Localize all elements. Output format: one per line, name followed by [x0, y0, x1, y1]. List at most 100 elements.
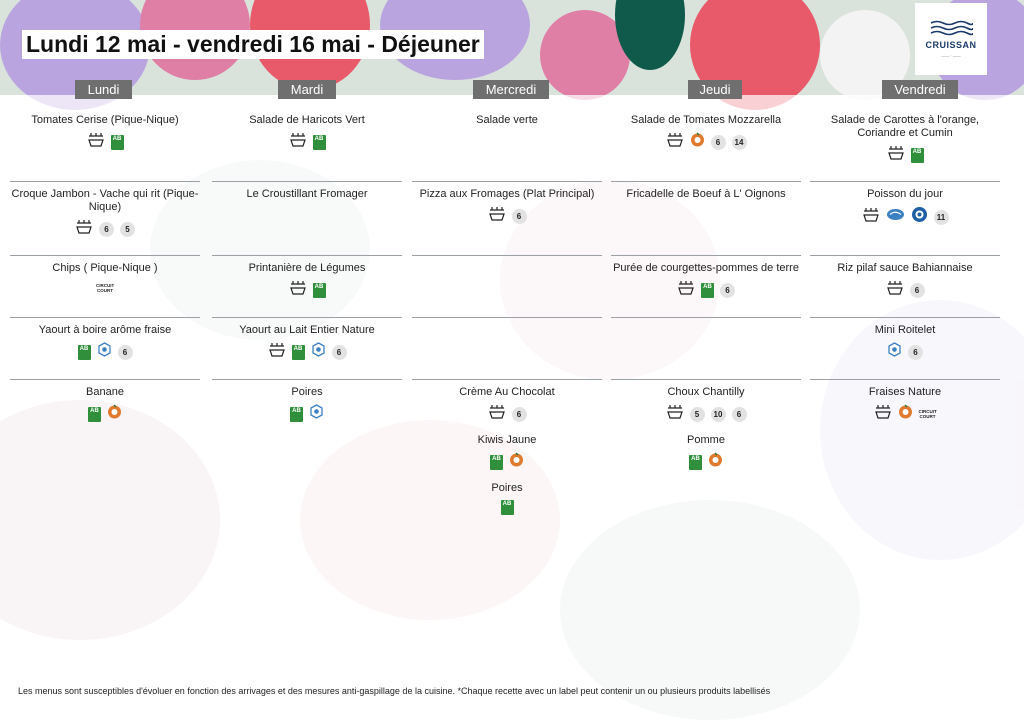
- circuit-court-icon: CIRCUIT COURT: [96, 282, 115, 293]
- row-separator: [412, 255, 602, 256]
- commerce-equitable-icon: [708, 452, 723, 472]
- menu-row: Poisson du jour 11: [810, 188, 1000, 228]
- allergen-badge: 6: [720, 282, 735, 298]
- ab-bio-icon: AB: [689, 454, 702, 470]
- dish-labels: AB: [611, 452, 801, 472]
- dish-labels: AB 6: [10, 342, 200, 362]
- menu-row: Croque Jambon - Vache qui rit (Pique-Niq…: [10, 188, 200, 239]
- fait-maison-icon: [75, 219, 93, 239]
- row-separator: [611, 317, 801, 318]
- dish-item: Pomme AB: [611, 434, 801, 472]
- fait-maison-icon: [87, 132, 105, 152]
- dish-item: Yaourt à boire arôme fraise AB 6: [10, 324, 200, 362]
- menu-row: Pizza aux Fromages (Plat Principal) 6: [412, 188, 602, 226]
- dish-item: Fraises Nature CIRCUIT COURT: [810, 386, 1000, 424]
- dish-labels: 5 10 6: [611, 404, 801, 424]
- dish-item: Tomates Cerise (Pique-Nique) AB: [10, 114, 200, 152]
- allergen-badge: 14: [731, 134, 747, 150]
- commerce-equitable-icon: [898, 404, 913, 424]
- row-separator: [611, 379, 801, 380]
- ab-bio-icon: AB: [910, 147, 924, 163]
- dish-name: Fraises Nature: [868, 386, 942, 398]
- dish-name: Croque Jambon - Vache qui rit (Pique-Niq…: [11, 188, 199, 213]
- day-tab-mercredi: Mercredi: [473, 80, 549, 99]
- dish-labels: AB: [212, 280, 402, 300]
- commerce-equitable-icon: [690, 132, 705, 152]
- row-separator: [10, 379, 200, 380]
- allergen-badge: 6: [731, 406, 747, 422]
- dish-labels: 6: [412, 206, 602, 226]
- dish-name: Yaourt à boire arôme fraise: [38, 324, 172, 336]
- row-separator: [10, 317, 200, 318]
- dish-labels: AB: [412, 500, 602, 515]
- ab-bio-icon: AB: [110, 134, 124, 150]
- day-tab-lundi: Lundi: [75, 80, 132, 99]
- dish-name: Crème Au Chocolat: [459, 386, 555, 398]
- menu-row: Yaourt à boire arôme fraise AB 6: [10, 324, 200, 362]
- row-separator: [412, 317, 602, 318]
- allergen-badge: 6: [117, 344, 133, 360]
- menu-row: Poires AB: [212, 386, 402, 424]
- dish-name: Salade de Haricots Vert: [249, 114, 365, 126]
- dish-item: Poires AB: [212, 386, 402, 424]
- ab-bio-icon: AB: [490, 454, 503, 470]
- cruissan-logo: CRUISSAN —— · ——: [915, 3, 987, 75]
- row-separator: [212, 181, 402, 182]
- row-separator: [212, 317, 402, 318]
- ab-bio-icon: AB: [291, 344, 305, 360]
- logo-sub-mark: —— · ——: [941, 53, 961, 58]
- row-separator: [810, 379, 1000, 380]
- dish-labels: 11: [810, 206, 1000, 228]
- fait-maison-icon: [666, 404, 684, 424]
- dish-item: Croque Jambon - Vache qui rit (Pique-Niq…: [10, 188, 200, 239]
- dish-labels: AB: [212, 404, 402, 424]
- ab-bio-icon: AB: [701, 282, 714, 298]
- menu-row: Salade de Haricots Vert AB: [212, 114, 402, 152]
- dish-labels: AB: [212, 132, 402, 152]
- dish-labels: 6: [810, 342, 1000, 362]
- allergen-badge: 6: [710, 134, 726, 150]
- msc-icon: [911, 206, 928, 228]
- dish-item: Choux Chantilly 5 10 6: [611, 386, 801, 424]
- dish-item: Banane AB: [10, 386, 200, 424]
- dish-name: Le Croustillant Fromager: [246, 188, 368, 200]
- allergen-badge: 5: [120, 221, 135, 237]
- dish-item: Salade de Haricots Vert AB: [212, 114, 402, 152]
- dish-name: Salade de Carottes à l'orange, Coriandre…: [830, 114, 980, 139]
- dish-name: Riz pilaf sauce Bahiannaise: [837, 262, 973, 274]
- allergen-badge: 6: [99, 221, 114, 237]
- dish-name: Mini Roitelet: [874, 324, 936, 336]
- dish-item: Yaourt au Lait Entier Nature AB 6: [212, 324, 402, 362]
- dish-item: Kiwis Jaune AB: [412, 434, 602, 472]
- dish-labels: 6 14: [611, 132, 801, 152]
- ab-bio-icon: AB: [77, 344, 91, 360]
- allergen-badge: 11: [933, 209, 949, 225]
- ab-bio-icon: AB: [500, 500, 514, 515]
- allergen-badge: 6: [511, 208, 527, 224]
- dish-labels: CIRCUIT COURT: [10, 280, 200, 295]
- fait-maison-icon: [666, 132, 684, 152]
- dish-name: Poisson du jour: [867, 188, 943, 200]
- row-separator: [10, 255, 200, 256]
- day-column: Salade de Tomates Mozzarella 6 14 Fricadell…: [611, 114, 801, 574]
- allergen-badge: 6: [511, 406, 527, 422]
- dish-name: Pomme: [687, 434, 725, 446]
- day-tab-mardi: Mardi: [278, 80, 336, 99]
- day-tab-jeudi: Jeudi: [688, 80, 742, 99]
- row-separator: [412, 379, 602, 380]
- menu-row: Banane AB: [10, 386, 200, 424]
- dish-item: Salade de Carottes à l'orange, Coriandre…: [810, 114, 1000, 165]
- commerce-equitable-icon: [509, 452, 524, 472]
- circuit-court-icon: CIRCUIT COURT: [918, 409, 937, 419]
- dish-labels: AB 6: [611, 280, 801, 300]
- row-separator: [611, 255, 801, 256]
- menu-row: Printanière de Légumes AB: [212, 262, 402, 300]
- menu-row: Choux Chantilly 5 10 6 Pomme AB: [611, 386, 801, 472]
- day-column: Salade de Carottes à l'orange, Coriandre…: [810, 114, 1000, 574]
- dish-labels: AB: [412, 452, 602, 472]
- background-veil: [0, 95, 1024, 724]
- row-separator: [810, 181, 1000, 182]
- fait-maison-icon: [268, 342, 286, 362]
- dish-item: Crème Au Chocolat 6: [412, 386, 602, 424]
- dish-labels: 6: [810, 280, 1000, 300]
